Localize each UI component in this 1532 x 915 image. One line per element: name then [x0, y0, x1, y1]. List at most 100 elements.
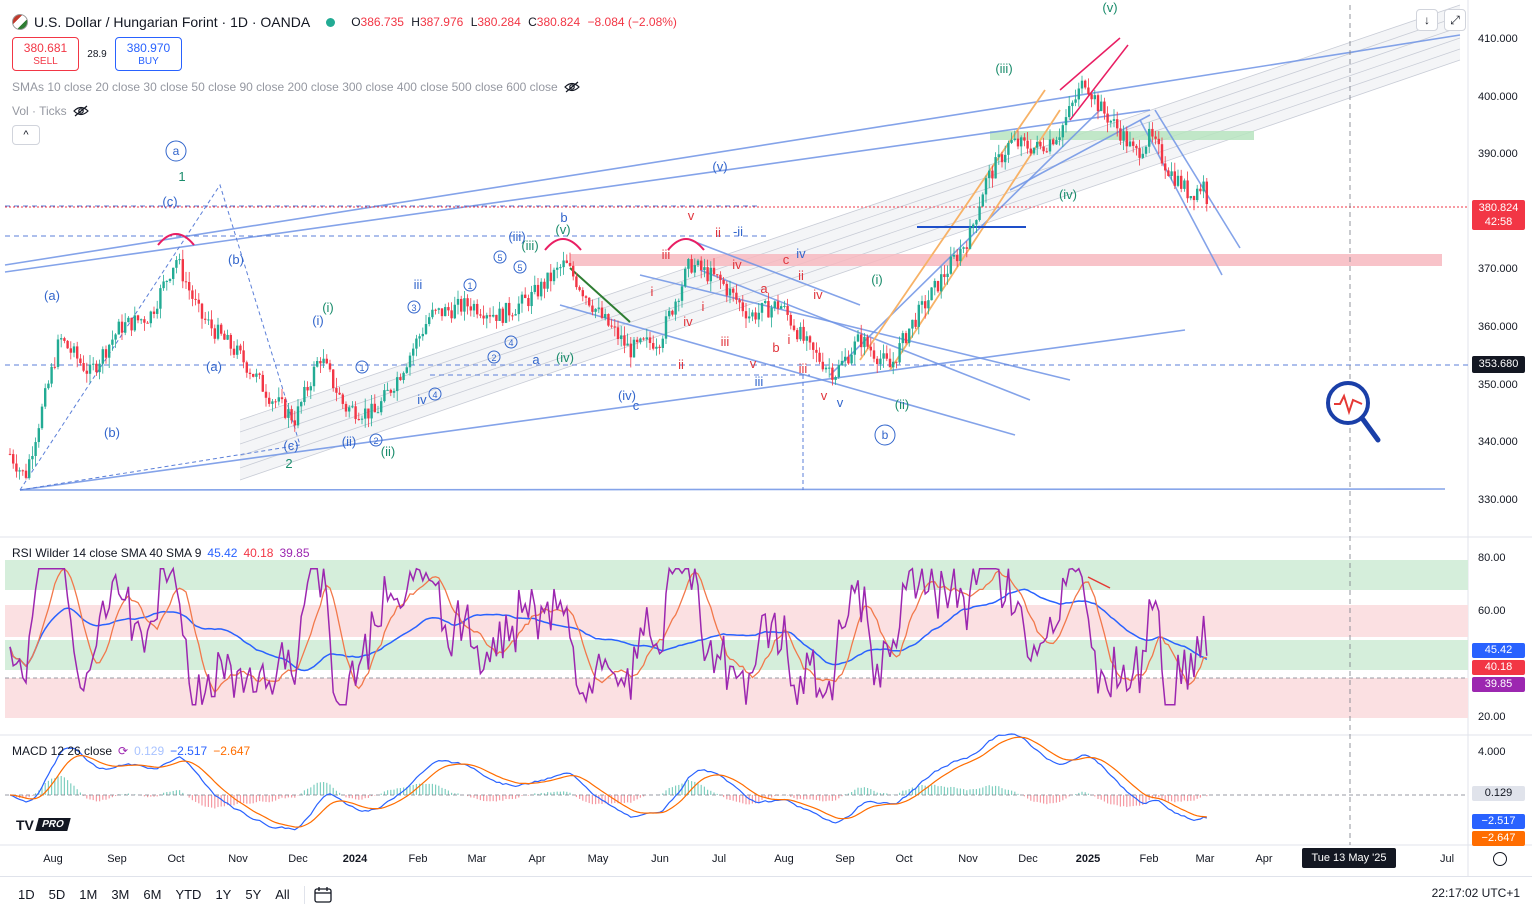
range-5d[interactable]: 5D — [48, 887, 66, 902]
candle-body — [888, 358, 892, 368]
trend-line — [639, 274, 1071, 381]
candle-body — [428, 317, 431, 325]
trade-panel: 380.681 SELL 28.9 380.970 BUY — [12, 37, 182, 71]
top-arc — [544, 238, 582, 251]
rsi-divergence-line — [1087, 576, 1111, 589]
candle-body — [616, 327, 620, 340]
candle-body — [383, 390, 386, 402]
candle-body — [559, 267, 562, 269]
sell-button[interactable]: 380.681 SELL — [12, 37, 79, 71]
wave-label: (b) — [104, 425, 120, 440]
candle-body — [287, 409, 290, 418]
candle-body — [968, 227, 972, 249]
candle-body — [572, 265, 575, 277]
candle-body — [172, 267, 175, 279]
candle-body — [652, 343, 655, 349]
range-5y[interactable]: 5Y — [245, 887, 262, 902]
wave-label: (ii) — [381, 444, 395, 459]
range-1m[interactable]: 1M — [79, 887, 98, 902]
hidden-eye-icon[interactable] — [563, 81, 580, 93]
time-axis-label: May — [587, 853, 609, 865]
candle-body — [956, 255, 959, 262]
candle-body — [930, 287, 933, 301]
time-axis-label: Jun — [651, 853, 669, 865]
macd-value-2: −2.517 — [170, 744, 208, 758]
arrow-down-icon[interactable]: ↓ — [1416, 9, 1438, 31]
rsi-legend[interactable]: RSI Wilder 14 close SMA 40 SMA 9 45.42 4… — [12, 546, 310, 560]
candle-body — [981, 194, 984, 207]
candle-body — [892, 361, 895, 368]
candle-body — [1084, 80, 1087, 88]
candle-body — [821, 361, 824, 370]
candle-body — [1090, 94, 1093, 100]
candle-body — [1151, 128, 1154, 137]
candle-body — [520, 294, 524, 304]
rsi-red-zone — [5, 678, 1468, 718]
rsi-red-zone — [5, 605, 1468, 637]
sma-indicator-legend[interactable]: SMAs 10 close 20 close 30 close 50 close… — [12, 80, 580, 94]
buy-price: 380.970 — [126, 41, 171, 55]
refresh-icon[interactable]: ⟳ — [118, 744, 129, 758]
candle-body — [316, 361, 319, 367]
time-axis-label: Nov — [228, 853, 248, 865]
range-3m[interactable]: 3M — [111, 887, 130, 902]
hidden-eye-icon[interactable] — [72, 105, 89, 117]
range-1y[interactable]: 1Y — [215, 887, 232, 902]
candle-body — [1109, 120, 1112, 123]
time-axis-label: Oct — [895, 853, 913, 865]
candle-body — [578, 287, 581, 291]
gear-icon[interactable] — [1493, 852, 1507, 866]
wave-label: 5 — [497, 253, 502, 263]
range-1d[interactable]: 1D — [18, 887, 35, 902]
candle-body — [799, 326, 802, 340]
channel-line — [239, 4, 1461, 421]
candle-body — [1058, 137, 1061, 141]
fullscreen-icon[interactable]: ⤢ — [1444, 9, 1466, 31]
candle-body — [972, 224, 975, 228]
wave-label: (v) — [555, 222, 570, 237]
candle-body — [1176, 175, 1180, 186]
candle-body — [620, 335, 623, 340]
candle-body — [693, 265, 696, 273]
candle-body — [866, 336, 869, 347]
macd-signal-tag: −2.647 — [1472, 831, 1525, 846]
wave-label: (iv) — [618, 388, 636, 403]
candle-body — [1196, 188, 1199, 201]
candle-body — [882, 353, 885, 359]
candle-body — [722, 280, 725, 284]
candle-body — [325, 358, 328, 364]
wave-label: iv — [732, 257, 742, 272]
candle-body — [348, 407, 351, 412]
candle-body — [373, 403, 376, 413]
candle-body — [546, 272, 549, 289]
range-all[interactable]: All — [275, 887, 290, 902]
calendar-icon[interactable] — [313, 886, 333, 904]
candle-body — [152, 311, 156, 314]
buy-button[interactable]: 380.970 BUY — [115, 37, 182, 71]
crosshair-price-tag: 353.680 — [1472, 356, 1525, 373]
candle-body — [184, 281, 188, 283]
volume-indicator-legend[interactable]: Vol · Ticks — [12, 104, 89, 118]
symbol-title[interactable]: U.S. Dollar / Hungarian Forint · 1D · OA… — [34, 14, 311, 30]
candle-body — [556, 267, 559, 270]
candle-body — [1100, 101, 1103, 112]
range-6m[interactable]: 6M — [143, 887, 162, 902]
range-ytd[interactable]: YTD — [175, 887, 202, 902]
candle-body — [725, 283, 728, 296]
candle-body — [492, 314, 495, 317]
candle-body — [69, 348, 72, 353]
candle-body — [581, 290, 584, 297]
candle-body — [1170, 171, 1173, 176]
candle-body — [524, 294, 527, 299]
candle-body — [220, 324, 223, 334]
candle-body — [463, 298, 466, 312]
clock-timezone[interactable]: 22:17:02 UTC+1 — [1431, 886, 1520, 900]
candle-body — [735, 292, 738, 300]
macd-legend[interactable]: MACD 12 26 close ⟳ 0.129 −2.517 −2.647 — [12, 744, 250, 758]
collapse-legend-button[interactable]: ^ — [12, 125, 40, 145]
wedge-line — [1059, 37, 1121, 91]
rsi-line — [9, 566, 1208, 706]
currency-flag-icon — [12, 14, 28, 30]
trend-line — [689, 239, 861, 306]
